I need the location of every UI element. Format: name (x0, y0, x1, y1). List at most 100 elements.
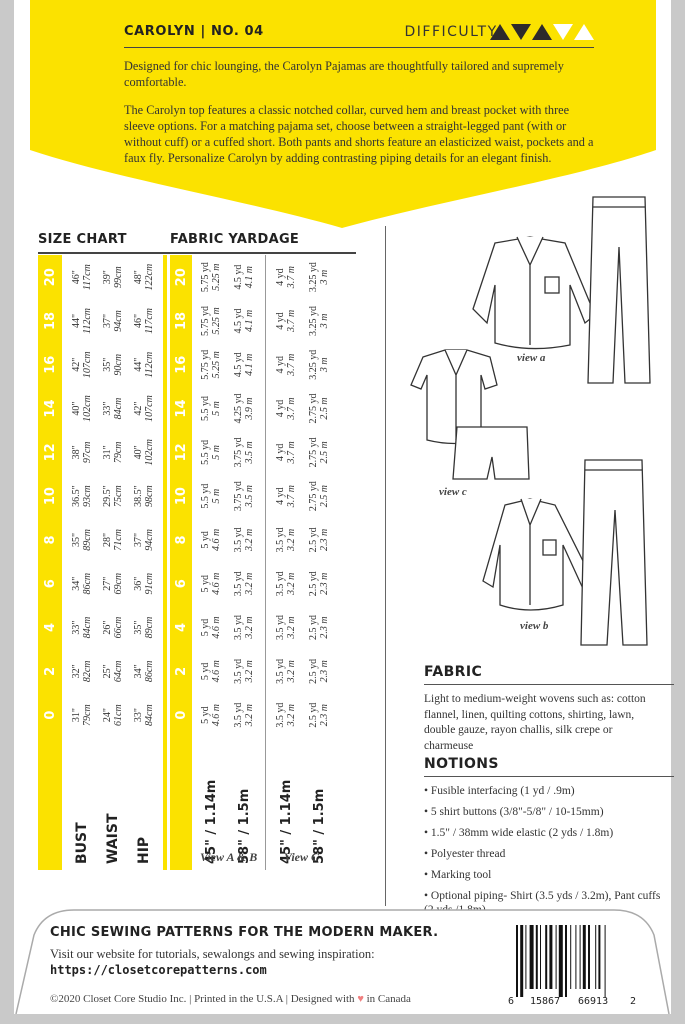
table-cell: 44" 112cm (130, 343, 158, 387)
website-link[interactable]: https://closetcorepatterns.com (50, 963, 267, 977)
table-cell: 27" 69cm (99, 562, 127, 606)
cell-imperial: 2.75 yd (308, 481, 319, 512)
fabric-heading: FABRIC (424, 664, 674, 685)
cell-imperial: 4 yd (275, 268, 286, 286)
table-cell: 25" 64cm (99, 649, 127, 693)
cell-metric: 3.2 m (244, 660, 255, 683)
size-header-cell: 0 (173, 710, 189, 720)
notion-item: Fusible interfacing (1 yd / .9m) (424, 784, 664, 798)
divider (38, 252, 356, 254)
cell-metric: 2.3 m (319, 572, 330, 595)
size-header-cell: 14 (173, 399, 189, 418)
garment-illustrations: view a view c view b (410, 196, 651, 646)
cell-imperial: 35" (133, 620, 144, 635)
cell-metric: 3.5 m (244, 441, 255, 464)
cell-metric: 90cm (113, 353, 124, 376)
cell-imperial: 5.75 yd (200, 262, 211, 293)
barcode-bar (525, 925, 527, 989)
table-cell: 4 yd 3.7 m (271, 255, 301, 299)
divider (265, 255, 266, 870)
table-cell: 26" 66cm (99, 606, 127, 650)
table-cell: 35" 89cm (130, 606, 158, 650)
cell-metric: 3.2 m (286, 616, 297, 639)
cell-metric: 5 m (211, 488, 222, 504)
cell-imperial: 33" (102, 401, 113, 416)
cell-metric: 107cm (144, 395, 155, 422)
cell-metric: 79cm (113, 441, 124, 464)
cell-imperial: 37" (133, 532, 144, 547)
cell-metric: 3.2 m (286, 528, 297, 552)
barcode-digit: 2 (630, 996, 636, 1005)
pattern-description: Designed for chic lounging, the Carolyn … (124, 58, 594, 178)
cell-imperial: 24" (102, 708, 113, 723)
table-cell: 4 yd 3.7 m (271, 299, 301, 343)
table-cell: 2.5 yd 2.3 m (304, 562, 334, 606)
cell-metric: 3.2 m (286, 660, 297, 683)
table-cell: 48" 122cm (130, 255, 158, 299)
cell-metric: 2.5 m (319, 441, 330, 464)
size-header-cell: 8 (173, 535, 189, 545)
table-cell: 3.5 yd 3.2 m (271, 649, 301, 693)
difficulty-rating (490, 24, 594, 40)
cell-imperial: 5.5 yd (200, 439, 211, 465)
cell-imperial: 3.5 yd (233, 702, 244, 728)
difficulty-triangle-icon (574, 24, 594, 40)
cell-metric: 3 m (319, 269, 330, 285)
cell-imperial: 46" (71, 270, 82, 285)
cell-imperial: 3.5 yd (233, 658, 244, 684)
cell-metric: 3.7 m (286, 266, 297, 289)
table-cell: 2.5 yd 2.3 m (304, 693, 334, 737)
table-cell: 2.75 yd 2.5 m (304, 474, 334, 518)
barcode-digit: 15867 (530, 996, 560, 1005)
size-header-cell: 16 (42, 355, 58, 374)
table-cell: 5 yd 4.6 m (196, 518, 226, 562)
cell-imperial: 4 yd (275, 312, 286, 330)
size-header-cell: 2 (173, 666, 189, 676)
table-cell: 35" 90cm (99, 343, 127, 387)
size-header-cell: 6 (173, 579, 189, 589)
table-cell: 3.5 yd 3.2 m (271, 606, 301, 650)
cell-imperial: 4 yd (275, 399, 286, 418)
view-b-illustration: view b (482, 459, 648, 646)
cell-metric: 3.7 m (286, 397, 297, 420)
table-cell: 44" 112cm (68, 299, 96, 343)
cell-imperial: 3.5 yd (233, 527, 244, 553)
table-cell: 3.5 yd 3.2 m (229, 649, 259, 693)
table-cell: 5.75 yd 5.25 m (196, 299, 226, 343)
cell-metric: 3.7 m (286, 353, 297, 376)
cell-imperial: 3.5 yd (275, 702, 286, 728)
cell-imperial: 33" (71, 620, 82, 635)
barcode-bar (570, 925, 572, 989)
cell-metric: 66cm (113, 616, 124, 639)
cell-imperial: 34" (133, 664, 144, 679)
cell-imperial: 35" (71, 532, 82, 547)
cell-imperial: 4 yd (275, 443, 286, 462)
cell-metric: 3.2 m (244, 528, 255, 552)
cell-imperial: 42" (133, 401, 144, 416)
difficulty-triangle-icon (553, 24, 573, 40)
table-cell: 37" 94cm (130, 518, 158, 562)
cell-metric: 99cm (113, 266, 124, 288)
cell-imperial: 48" (133, 270, 144, 285)
cell-metric: 64cm (113, 660, 124, 683)
cell-metric: 3.2 m (286, 703, 297, 727)
cell-metric: 3.7 m (286, 309, 297, 333)
footer-visit-text: Visit our website for tutorials, sewalon… (50, 947, 375, 961)
table-cell: 42" 107cm (130, 387, 158, 431)
footer-tagline: CHIC SEWING PATTERNS FOR THE MODERN MAKE… (50, 925, 439, 940)
table-cell: 28" 71cm (99, 518, 127, 562)
cell-imperial: 4 yd (275, 487, 286, 505)
cell-imperial: 2.5 yd (308, 571, 319, 597)
table-cell: 4.5 yd 4.1 m (229, 343, 259, 387)
cell-metric: 107cm (82, 351, 93, 379)
cell-imperial: 5.75 yd (200, 349, 211, 380)
barcode-digit: 6 (508, 996, 514, 1005)
barcode-bar (558, 925, 563, 997)
table-cell: 2.5 yd 2.3 m (304, 649, 334, 693)
cell-metric: 97cm (82, 441, 93, 464)
table-cell: 5.5 yd 5 m (196, 474, 226, 518)
cell-metric: 102cm (144, 438, 155, 466)
cell-metric: 2.3 m (319, 660, 330, 683)
cell-metric: 3.2 m (244, 616, 255, 639)
yellow-header-shape (30, 0, 656, 228)
